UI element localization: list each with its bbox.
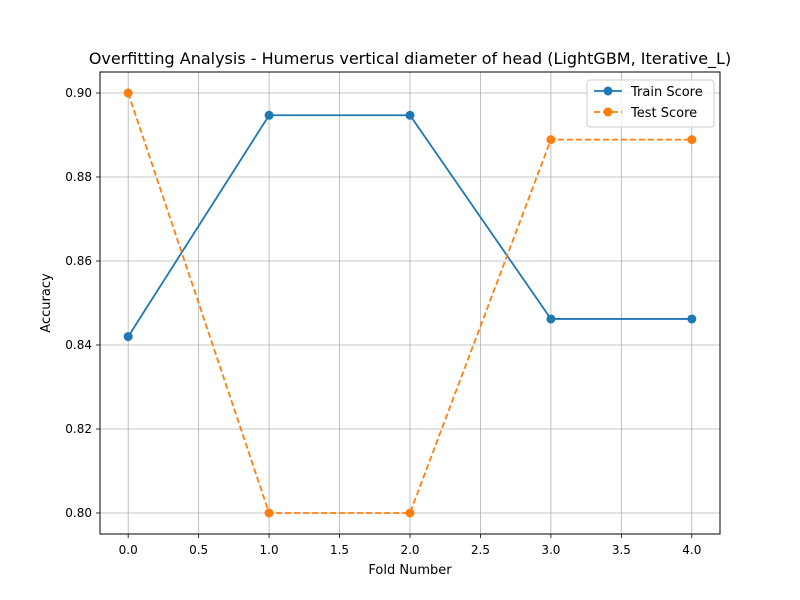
legend-test-marker <box>603 107 613 117</box>
y-tick-label: 0.80 <box>65 506 92 520</box>
y-axis-label: Accuracy <box>39 273 54 333</box>
x-tick-label: 3.5 <box>612 543 631 557</box>
legend-test-label: Test Score <box>630 106 697 121</box>
y-axis-ticks: 0.80 0.82 0.84 0.86 0.88 0.90 <box>65 86 100 520</box>
legend-entry-train: Train Score <box>594 85 703 100</box>
y-tick-label: 0.88 <box>65 170 92 184</box>
y-tick-label: 0.82 <box>65 422 92 436</box>
legend: Train Score Test Score <box>586 79 715 128</box>
series-train-score <box>123 110 697 342</box>
train-score-point <box>123 332 133 342</box>
x-tick-label: 2.0 <box>400 543 419 557</box>
test-score-point <box>546 135 556 145</box>
x-tick-label: 0.0 <box>119 543 138 557</box>
series-test-score <box>123 88 697 518</box>
train-score-point <box>546 314 556 324</box>
plot-area-frame <box>99 71 721 535</box>
y-tick-label: 0.84 <box>65 338 92 352</box>
y-tick-label: 0.86 <box>65 254 92 268</box>
test-score-line <box>127 92 692 514</box>
legend-train-label: Train Score <box>630 85 703 100</box>
x-tick-label: 1.0 <box>260 543 279 557</box>
series-group <box>123 88 697 518</box>
x-tick-label: 0.5 <box>189 543 208 557</box>
legend-train-marker <box>603 86 613 96</box>
test-score-point <box>405 508 415 518</box>
x-tick-label: 1.5 <box>330 543 349 557</box>
train-score-point <box>264 110 274 120</box>
train-score-point <box>687 314 697 324</box>
chart-title: Overfitting Analysis - Humerus vertical … <box>89 49 731 69</box>
x-axis-label: Fold Number <box>368 563 452 578</box>
y-tick-label: 0.90 <box>65 86 92 100</box>
train-score-point <box>405 110 415 120</box>
test-score-point <box>123 88 133 98</box>
x-tick-label: 2.5 <box>471 543 490 557</box>
test-score-point <box>264 508 274 518</box>
x-axis-ticks: 0.0 0.5 1.0 1.5 2.0 2.5 3.0 3.5 4.0 <box>119 534 701 557</box>
test-score-point <box>687 135 697 145</box>
legend-entry-test: Test Score <box>594 106 697 121</box>
x-tick-label: 4.0 <box>682 543 701 557</box>
x-tick-label: 3.0 <box>541 543 560 557</box>
